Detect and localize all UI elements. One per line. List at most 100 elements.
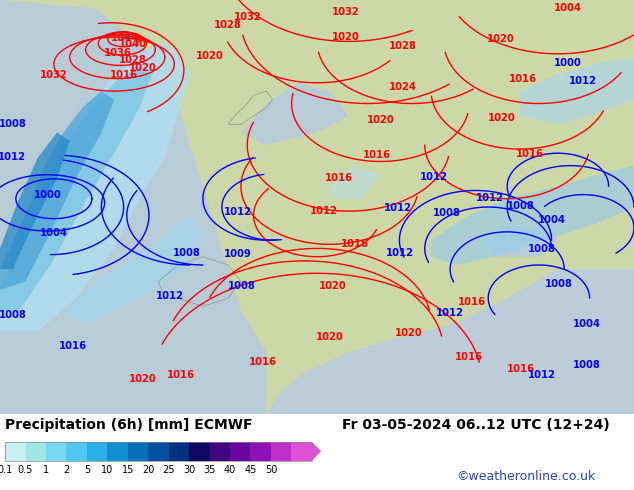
Text: 1004: 1004	[573, 319, 600, 329]
Text: 1020: 1020	[488, 113, 516, 123]
Polygon shape	[0, 0, 266, 414]
Text: 1012: 1012	[224, 207, 252, 218]
Text: 35: 35	[204, 465, 216, 475]
Bar	[189, 441, 210, 461]
Bar	[5, 441, 25, 461]
Bar	[46, 441, 67, 461]
Text: 1016: 1016	[167, 370, 195, 380]
Text: 1040: 1040	[119, 39, 147, 49]
Text: 1012: 1012	[476, 193, 503, 203]
Text: 0.1: 0.1	[0, 465, 13, 475]
Text: 1012: 1012	[436, 308, 464, 318]
Text: 1008: 1008	[507, 201, 535, 211]
Bar	[250, 441, 271, 461]
Text: Precipitation (6h) [mm] ECMWF: Precipitation (6h) [mm] ECMWF	[5, 418, 252, 432]
Text: 0.5: 0.5	[18, 465, 33, 475]
Bar	[148, 441, 169, 461]
Bar	[107, 441, 128, 461]
Text: 1016: 1016	[325, 173, 353, 183]
Text: 10: 10	[101, 465, 113, 475]
Polygon shape	[0, 91, 114, 290]
Text: 1028: 1028	[119, 55, 147, 65]
Text: 2: 2	[63, 465, 70, 475]
Text: 1016: 1016	[509, 74, 537, 84]
Text: 1008: 1008	[228, 281, 256, 291]
Bar	[87, 441, 107, 461]
Text: 1: 1	[43, 465, 49, 475]
Text: 1020: 1020	[316, 332, 344, 343]
Text: 1016: 1016	[458, 297, 486, 307]
Polygon shape	[312, 441, 321, 461]
Text: 1020: 1020	[366, 115, 394, 125]
Text: 1032: 1032	[233, 12, 261, 22]
Polygon shape	[0, 66, 152, 311]
Polygon shape	[0, 132, 70, 269]
Polygon shape	[266, 269, 634, 414]
Text: 45: 45	[244, 465, 257, 475]
Polygon shape	[482, 228, 558, 257]
Text: 1000: 1000	[34, 191, 62, 200]
Bar	[25, 441, 46, 461]
Bar	[128, 441, 148, 461]
Text: 1012: 1012	[528, 370, 556, 380]
Text: 1008: 1008	[173, 247, 201, 258]
Text: 1008: 1008	[545, 279, 573, 289]
Text: 1020: 1020	[129, 374, 157, 384]
Text: 1020: 1020	[332, 32, 359, 42]
Bar	[67, 441, 87, 461]
Text: 1008: 1008	[0, 119, 27, 129]
Text: 20: 20	[142, 465, 155, 475]
Text: 50: 50	[265, 465, 277, 475]
Bar	[292, 441, 312, 461]
Text: 1032: 1032	[332, 7, 359, 18]
Text: ©weatheronline.co.uk: ©weatheronline.co.uk	[456, 470, 596, 483]
Text: 1012: 1012	[569, 76, 597, 86]
Polygon shape	[0, 41, 190, 331]
Text: 1016: 1016	[341, 239, 369, 249]
Text: 1020: 1020	[395, 328, 423, 338]
Text: 1012: 1012	[309, 206, 337, 216]
Text: 1016: 1016	[455, 352, 483, 362]
Text: 1012: 1012	[0, 152, 25, 162]
Text: 1016: 1016	[59, 341, 87, 351]
Text: 1012: 1012	[385, 247, 413, 258]
Text: 1032: 1032	[40, 70, 68, 79]
Text: 1012: 1012	[156, 291, 184, 301]
Text: 1004: 1004	[553, 3, 581, 13]
Text: 25: 25	[162, 465, 175, 475]
Polygon shape	[520, 58, 634, 124]
Text: 1016: 1016	[249, 357, 277, 368]
Text: 1008: 1008	[433, 208, 461, 218]
Text: 1008: 1008	[528, 244, 556, 254]
Text: Fr 03-05-2024 06..12 UTC (12+24): Fr 03-05-2024 06..12 UTC (12+24)	[342, 418, 610, 432]
Polygon shape	[241, 83, 349, 145]
Text: 15: 15	[122, 465, 134, 475]
Text: 1020: 1020	[487, 34, 515, 44]
Text: 5: 5	[84, 465, 90, 475]
Text: 1036: 1036	[103, 48, 131, 58]
Polygon shape	[431, 166, 634, 265]
Text: 1000: 1000	[553, 58, 581, 68]
Text: 30: 30	[183, 465, 195, 475]
Text: 1009: 1009	[224, 249, 252, 259]
Bar	[271, 441, 292, 461]
Text: 1016: 1016	[507, 365, 535, 374]
Text: 1012: 1012	[420, 172, 448, 182]
Text: 1020: 1020	[319, 281, 347, 291]
Text: 1020: 1020	[195, 51, 223, 61]
Polygon shape	[330, 166, 380, 199]
Text: 1004: 1004	[538, 215, 566, 225]
Text: 1008: 1008	[0, 310, 27, 319]
Text: 1016: 1016	[363, 150, 391, 160]
Text: 1008: 1008	[573, 360, 600, 370]
Text: 1028: 1028	[389, 41, 417, 50]
Text: 1044: 1044	[111, 33, 139, 43]
Text: 1016: 1016	[110, 70, 138, 79]
Text: 1004: 1004	[40, 228, 68, 238]
Text: 1020: 1020	[129, 63, 157, 74]
Bar	[169, 441, 189, 461]
Text: 1016: 1016	[515, 149, 543, 159]
Bar	[210, 441, 230, 461]
Polygon shape	[63, 215, 203, 323]
Text: 1012: 1012	[384, 203, 412, 213]
